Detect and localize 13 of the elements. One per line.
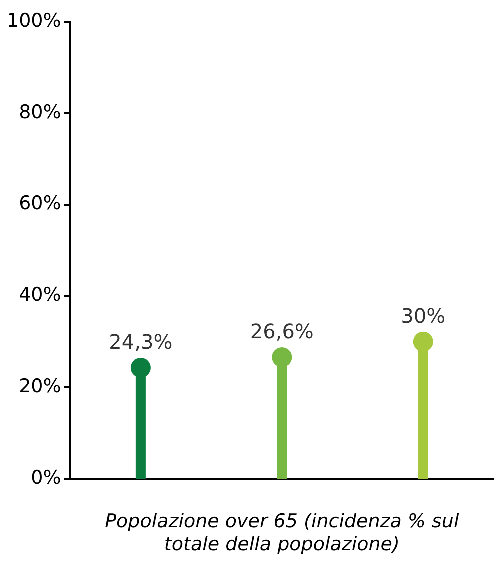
point xyxy=(272,347,292,368)
y-tick-label: 80% xyxy=(19,101,62,124)
data-label: 26,6% xyxy=(250,320,314,344)
y-tick-label: 0% xyxy=(31,466,62,489)
data-label: 30% xyxy=(401,304,446,328)
data-label: 24,3% xyxy=(109,330,173,354)
y-tick-label: 100% xyxy=(6,10,62,32)
point xyxy=(413,332,434,352)
point xyxy=(130,358,151,378)
x-axis-title: Popolazione over 65 (incidenza % sul totale della popolazione) xyxy=(105,510,460,556)
y-tick-label: 20% xyxy=(19,376,62,398)
y-tick-label: 40% xyxy=(19,284,62,306)
y-tick-label: 60% xyxy=(19,192,62,215)
